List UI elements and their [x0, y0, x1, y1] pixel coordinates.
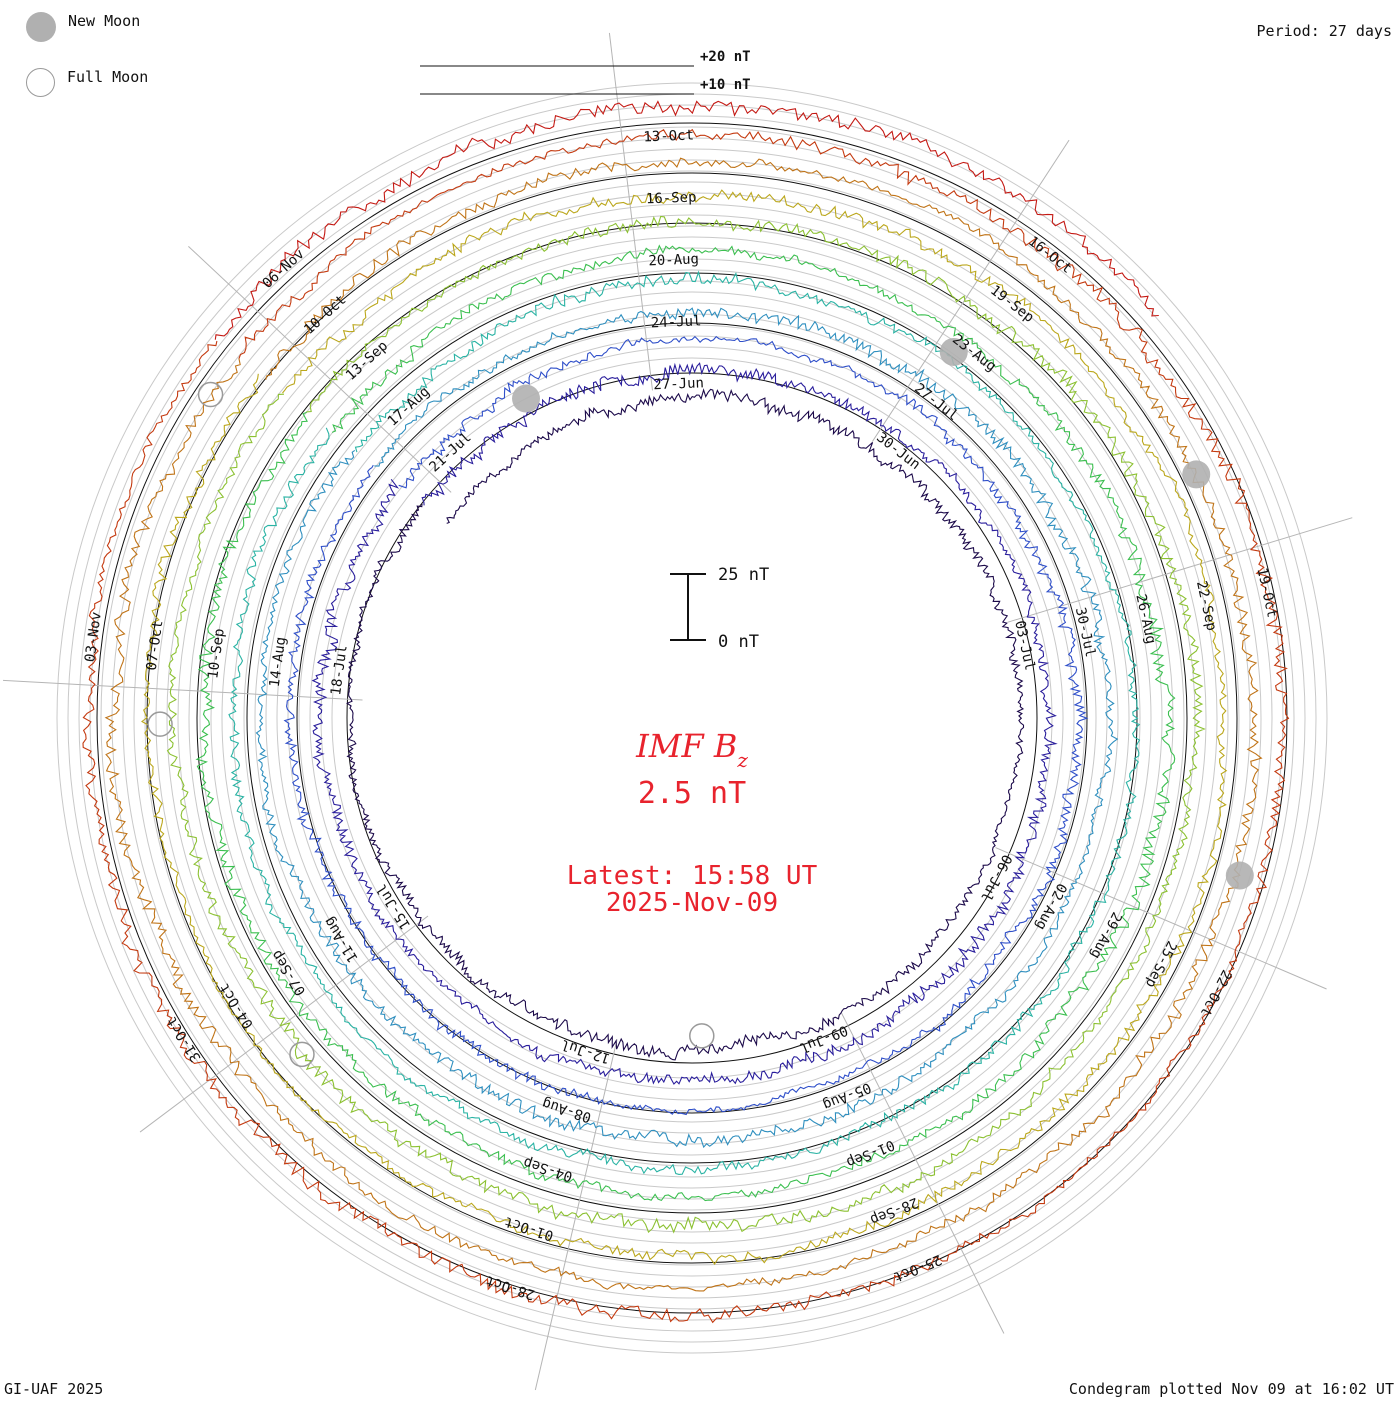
credit-label: GI-UAF 2025: [4, 1380, 104, 1398]
series-line: [141, 189, 1228, 1265]
date-label: 05-Aug: [820, 1079, 873, 1113]
period-label: Period: 27 days: [1256, 22, 1392, 40]
latest-date: 2025-Nov-09: [606, 888, 778, 918]
date-label: 17-Aug: [385, 384, 433, 430]
ring-scale-label: +20 nT: [700, 49, 751, 65]
plotted-label: Condegram plotted Nov 09 at 16:02 UT: [1068, 1380, 1394, 1398]
date-label: 08-Aug: [540, 1095, 593, 1126]
date-label: 13-Oct: [643, 127, 694, 145]
spoke: [871, 139, 1070, 442]
date-label: 10-Oct: [301, 292, 349, 338]
date-label: 15-Jul: [374, 881, 415, 932]
series-line: [311, 362, 1058, 1085]
new-moon-marker: [512, 384, 541, 413]
series-line: [166, 215, 1206, 1234]
date-label: 09-Jul: [797, 1022, 850, 1056]
series-layer: [82, 100, 1290, 1324]
date-label: 06-Jul: [977, 852, 1015, 904]
date-label: 07-Oct: [144, 619, 167, 671]
moon-markers: [147, 337, 1254, 1068]
date-labels: 27-Jun30-Jun03-Jul06-Jul09-Jul12-Jul15-J…: [82, 127, 1280, 1302]
zero-ring: [346, 372, 1038, 1064]
date-label: 28-Oct: [484, 1272, 537, 1303]
spoke: [1007, 517, 1353, 623]
series-line: [255, 307, 1119, 1149]
date-label: 14-Aug: [267, 636, 290, 688]
full-moon-label: Full Moon: [67, 67, 149, 86]
ring-scale-labels: +20 nT +10 nT: [420, 49, 751, 95]
zero-ring: [196, 222, 1188, 1214]
series-line: [82, 128, 1290, 1324]
spoke: [995, 847, 1327, 990]
spoke: [608, 32, 653, 391]
spoke: [2, 679, 363, 701]
chart-title: IMF Bz: [635, 727, 748, 772]
radial-spokes: [2, 32, 1353, 1391]
full-moon-marker: [197, 381, 224, 408]
new-moon-icon: [26, 12, 56, 42]
date-label: 28-Sep: [868, 1194, 921, 1228]
date-label: 04-Sep: [521, 1154, 574, 1185]
date-label: 27-Jun: [653, 375, 704, 393]
new-moon-marker: [1225, 861, 1254, 890]
date-label: 16-Oct: [1025, 233, 1075, 277]
date-label: 16-Sep: [646, 189, 697, 207]
scale-top-label: 25 nT: [718, 565, 769, 585]
date-label: 18-Jul: [328, 644, 351, 696]
date-label: 10-Sep: [205, 628, 228, 680]
date-label: 03-Nov: [82, 611, 105, 663]
full-moon-icon: [26, 68, 55, 97]
spoke: [188, 245, 452, 493]
date-label: 07-Sep: [269, 947, 310, 998]
date-label: 24-Jul: [651, 313, 702, 331]
scale-bottom-label: 0 nT: [718, 632, 759, 652]
series-line: [214, 100, 1159, 340]
new-moon-marker: [1182, 460, 1211, 489]
series-line: [104, 157, 1263, 1292]
date-label: 04-Oct: [216, 980, 257, 1031]
legend-new-moon: New Moon: [26, 12, 140, 42]
scale-bar: 25 nT 0 nT: [670, 565, 769, 652]
series-line: [195, 244, 1176, 1202]
current-value: 2.5 nT: [638, 776, 746, 811]
full-moon-marker: [147, 711, 173, 737]
series-line: [228, 270, 1141, 1175]
chart-title-sub: z: [736, 748, 748, 772]
new-moon-label: New Moon: [68, 12, 141, 30]
ring-scale-label: +10 nT: [700, 77, 751, 93]
date-label: 20-Aug: [648, 251, 699, 269]
series-line: [283, 335, 1089, 1116]
chart-title-main: IMF B: [635, 727, 737, 765]
latest-time: Latest: 15:58 UT: [567, 861, 818, 891]
new-moon-marker: [939, 337, 968, 366]
date-label: 19-Oct: [1253, 566, 1279, 619]
legend-full-moon: Full Moon: [26, 68, 148, 97]
full-moon-marker: [289, 1041, 315, 1068]
center-readout: IMF Bz 2.5 nT Latest: 15:58 UT 2025-Nov-…: [567, 727, 818, 918]
full-moon-marker: [689, 1023, 715, 1049]
series-line: [346, 388, 1025, 1061]
